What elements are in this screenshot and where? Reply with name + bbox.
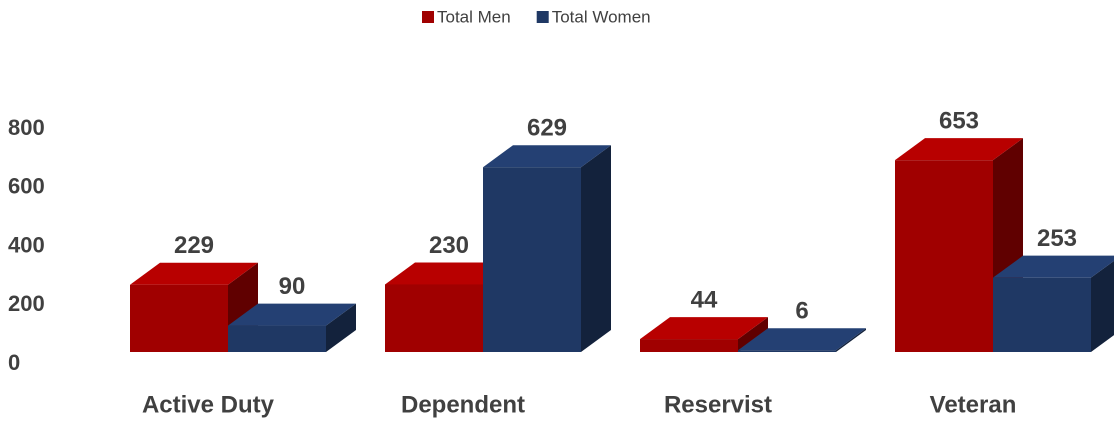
value-label: 253 xyxy=(1037,225,1077,252)
x-tick-label: Reservist xyxy=(664,391,772,418)
y-tick-label: 400 xyxy=(8,232,45,257)
value-label: 653 xyxy=(939,108,979,135)
y-tick-label: 600 xyxy=(8,174,45,199)
bar-top xyxy=(228,303,356,326)
bar xyxy=(993,277,1091,352)
bar-top xyxy=(993,255,1114,278)
bar xyxy=(228,325,326,352)
bar-top xyxy=(483,145,611,168)
x-tick-label: Veteran xyxy=(930,391,1017,418)
bar xyxy=(640,339,738,352)
value-label: 229 xyxy=(174,232,214,259)
bar-side xyxy=(1091,260,1114,352)
value-label: 44 xyxy=(691,286,718,313)
bar-side xyxy=(738,317,768,352)
y-tick-label: 200 xyxy=(8,291,45,316)
legend-swatch xyxy=(422,11,434,23)
value-label: 90 xyxy=(279,273,306,300)
legend-label: Total Men xyxy=(437,7,511,26)
bar xyxy=(130,284,228,352)
bar-top xyxy=(895,138,1023,161)
bar-side xyxy=(326,303,356,352)
value-label: 230 xyxy=(429,232,469,259)
y-tick-label: 0 xyxy=(8,350,20,375)
legend-label: Total Women xyxy=(552,7,651,26)
bar-top xyxy=(640,317,768,340)
bar-top xyxy=(130,262,258,285)
bar xyxy=(738,350,836,352)
legend-swatch xyxy=(536,11,549,23)
bar-top xyxy=(738,328,866,351)
x-tick-label: Active Duty xyxy=(142,391,275,418)
bar xyxy=(895,160,993,352)
y-tick-label: 800 xyxy=(8,115,45,140)
value-label: 629 xyxy=(527,115,567,142)
value-label: 6 xyxy=(795,298,808,325)
bar xyxy=(483,167,581,352)
bar-side xyxy=(836,328,866,352)
bar-top xyxy=(385,262,513,285)
bar-side xyxy=(581,145,611,352)
bar xyxy=(385,284,483,352)
x-tick-label: Dependent xyxy=(401,391,525,418)
